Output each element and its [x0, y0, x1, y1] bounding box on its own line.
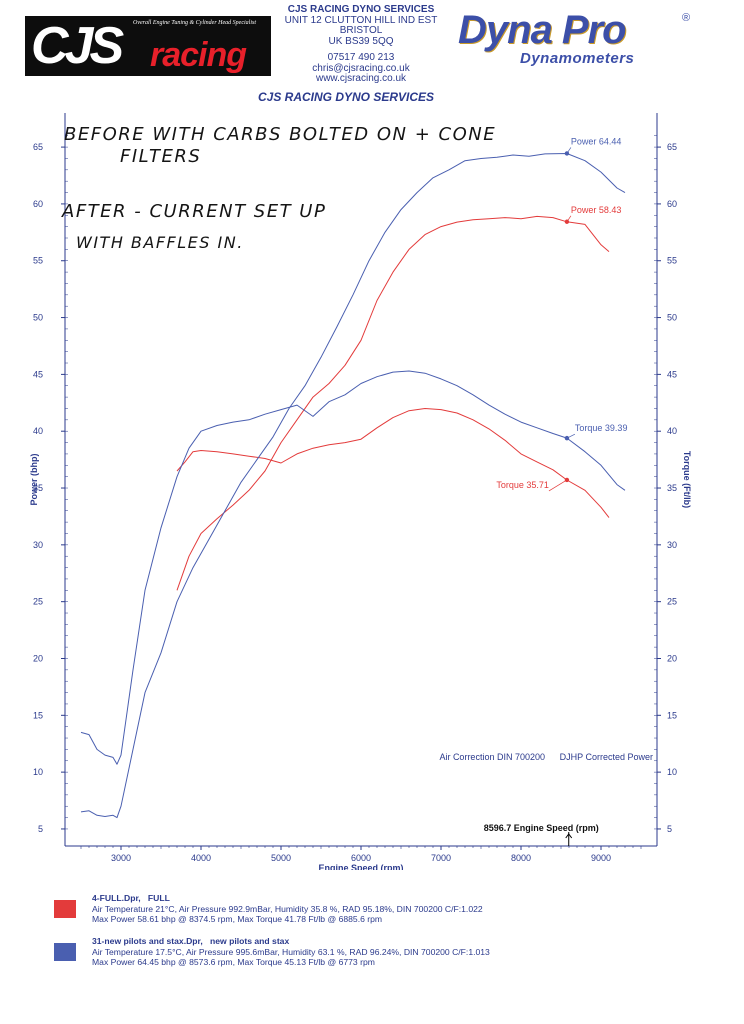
y-left-tick-label: 30	[33, 540, 43, 550]
red-power-leader	[566, 215, 572, 222]
y-right-tick-label: 40	[667, 426, 677, 436]
address-line: UNIT 12 CLUTTON HILL IND EST	[284, 14, 438, 26]
legend-conditions: Air Temperature 17.5°C, Air Pressure 995…	[92, 946, 490, 957]
services-title: CJS RACING DYNO SERVICES	[258, 90, 435, 104]
y-right-tick-label: 10	[667, 767, 677, 777]
y-left-tick-label: 60	[33, 199, 43, 209]
y-left-axis-label: Power (bhp)	[29, 454, 39, 506]
y-left-tick-label: 45	[33, 369, 43, 379]
x-tick-label: 5000	[271, 853, 291, 863]
air-correction-label: Air Correction DIN 700200	[439, 752, 545, 762]
logo-tagline: Overall Engine Tuning & Cylinder Head Sp…	[133, 20, 256, 26]
handwritten-line: BEFORE WITH CARBS BOLTED ON + CONE	[64, 124, 496, 145]
legend-conditions: Air Temperature 21°C, Air Pressure 992.9…	[92, 903, 483, 914]
legend-max: Max Power 64.45 bhp @ 8573.6 rpm, Max To…	[92, 957, 375, 967]
address-line: BRISTOL	[339, 25, 383, 36]
y-left-tick-label: 25	[33, 597, 43, 607]
x-tick-label: 4000	[191, 853, 211, 863]
cjs-racing-logo: Overall Engine Tuning & Cylinder Head Sp…	[25, 16, 271, 76]
chart-ticks: 3000 4000 5000 6000 7000 8000 9000 5 10 15 20 25 30 3…	[33, 135, 677, 863]
contact-website: www.cjsracing.co.uk	[315, 73, 407, 84]
corrected-power-label: DJHP Corrected Power	[560, 752, 653, 762]
y-right-tick-label: 50	[667, 313, 677, 323]
y-right-tick-label: 25	[667, 597, 677, 607]
legend-swatch-blue	[54, 943, 76, 961]
y-left-tick-label: 10	[33, 767, 43, 777]
legend-desc: new pilots and stax	[209, 936, 290, 946]
y-right-tick-label: 15	[667, 710, 677, 720]
series-line-3-torque	[80, 370, 626, 765]
series-line-2-power	[80, 153, 626, 819]
handwritten-line: FILTERS	[120, 146, 201, 167]
handwritten-notes: BEFORE WITH CARBS BOLTED ON + CONEFILTER…	[61, 124, 496, 252]
x-tick-label: 3000	[111, 853, 131, 863]
blue-power-label: Power 64.44	[571, 136, 622, 146]
x-tick-label: 6000	[351, 853, 371, 863]
y-right-tick-label: 5	[667, 824, 672, 834]
handwritten-line: AFTER - CURRENT SET UP	[61, 201, 326, 222]
chart-annotations: Power 64.44 Power 58.43 Torque 39.39 Torque…	[439, 136, 653, 846]
y-right-tick-label: 35	[667, 483, 677, 493]
y-left-tick-label: 65	[33, 142, 43, 152]
address-block: CJS RACING DYNO SERVICES UNIT 12 CLUTTON…	[276, 4, 446, 85]
y-left-tick-label: 55	[33, 256, 43, 266]
x-tick-label: 8000	[511, 853, 531, 863]
logo-racing-text: racing	[150, 36, 247, 74]
chart-axes: Engine Speed (rpm) Power (bhp) Torque (Ft/…	[29, 113, 692, 870]
contact-phone: 07517 490 213	[327, 52, 395, 63]
y-left-tick-label: 15	[33, 710, 43, 720]
x-tick-label: 7000	[431, 853, 451, 863]
legend-desc: FULL	[147, 893, 170, 903]
red-torque-marker	[564, 477, 570, 483]
chart-series	[80, 153, 626, 819]
y-left-tick-label: 20	[33, 653, 43, 663]
y-left-tick-label: 40	[33, 426, 43, 436]
logo-dyna-main: Dyna Pro	[458, 8, 627, 52]
cursor-arrow	[565, 833, 573, 839]
contact-email: chris@cjsracing.co.uk	[312, 62, 410, 74]
handwritten-line: WITH BAFFLES IN.	[76, 233, 244, 252]
y-right-tick-label: 60	[667, 199, 677, 209]
dyno-chart: Engine Speed (rpm) Power (bhp) Torque (Ft/…	[29, 113, 692, 870]
dyna-pro-logo: Dyna Pro ® Dynamometers	[456, 8, 696, 72]
cursor-label: 8596.7 Engine Speed (rpm)	[484, 823, 599, 833]
x-tick-label: 9000	[591, 853, 611, 863]
legend-swatch-red	[54, 900, 76, 918]
y-left-tick-label: 50	[33, 313, 43, 323]
series-line-1-torque	[176, 408, 610, 518]
legend-name: 4-FULL.Dpr,	[92, 893, 141, 903]
legend-max: Max Power 58.61 bhp @ 8374.5 rpm, Max To…	[92, 914, 383, 924]
address-line: UK BS39 5QQ	[328, 35, 394, 47]
x-axis-label: Engine Speed (rpm)	[318, 863, 403, 870]
y-right-tick-label: 55	[667, 256, 677, 266]
blue-torque-label: Torque 39.39	[575, 423, 628, 433]
series-line-0-power	[176, 215, 610, 591]
y-right-tick-label: 20	[667, 653, 677, 663]
logo-dyna-reg: ®	[682, 12, 691, 24]
blue-power-leader	[566, 147, 572, 154]
y-right-axis-label: Torque (Ft/lb)	[682, 451, 692, 508]
blue-torque-leader	[566, 433, 576, 439]
logo-dyna-sub: Dynamometers	[520, 50, 635, 67]
y-right-tick-label: 65	[667, 142, 677, 152]
y-right-tick-label: 30	[667, 540, 677, 550]
red-torque-leader	[548, 479, 568, 492]
red-power-label: Power 58.43	[571, 205, 622, 215]
y-left-tick-label: 35	[33, 483, 43, 493]
logo-cjs-text: CJS	[31, 17, 124, 75]
y-left-tick-label: 5	[38, 824, 43, 834]
red-torque-label: Torque 35.71	[496, 480, 549, 490]
legend-name: 31-new pilots and stax.Dpr,	[92, 936, 203, 946]
y-right-tick-label: 45	[667, 369, 677, 379]
address-line: CJS RACING DYNO SERVICES	[287, 4, 435, 15]
